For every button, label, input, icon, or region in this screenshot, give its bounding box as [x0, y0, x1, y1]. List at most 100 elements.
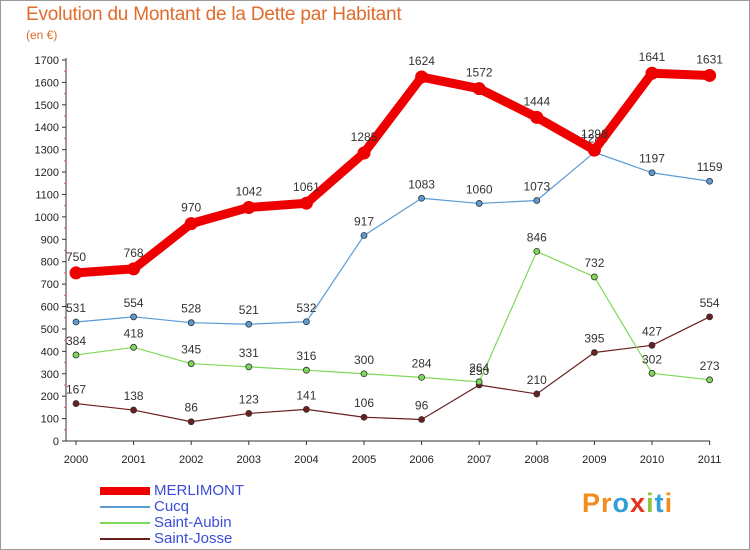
data-point [648, 369, 656, 377]
y-tick-label: 900 [41, 234, 59, 246]
data-label: 96 [415, 398, 429, 412]
data-point [242, 200, 256, 214]
data-point [706, 376, 713, 384]
data-point [591, 349, 598, 356]
x-tick-label: 2005 [352, 454, 376, 466]
x-tick-label: 2008 [525, 454, 549, 466]
data-label: 418 [124, 326, 144, 340]
data-label: 750 [66, 250, 86, 264]
x-tick-label: 2010 [640, 454, 664, 466]
data-point [299, 196, 313, 210]
series-line-cucq [75, 151, 711, 325]
data-point [706, 177, 713, 185]
data-label: 1159 [697, 160, 723, 174]
data-point [648, 169, 656, 177]
data-label: 123 [239, 392, 259, 406]
data-point [302, 405, 310, 413]
data-point [360, 370, 368, 378]
proxiti-logo: Proxiti [582, 488, 673, 519]
y-tick-label: 1600 [35, 77, 59, 89]
y-tick-label: 0 [53, 436, 59, 448]
data-label: 427 [642, 324, 662, 338]
data-label: 284 [412, 356, 432, 370]
y-tick-label: 100 [41, 414, 59, 426]
data-point [187, 418, 195, 426]
data-label: 1083 [408, 177, 435, 191]
data-point [72, 351, 80, 359]
data-point [127, 262, 141, 276]
data-point [645, 66, 659, 80]
data-label: 300 [354, 353, 374, 367]
legend-label-saint-josse: Saint-Josse [154, 530, 233, 547]
data-label: 210 [527, 373, 547, 387]
y-tick-label: 600 [41, 302, 59, 314]
data-point [245, 320, 253, 328]
data-point [130, 406, 138, 414]
data-point [475, 200, 483, 207]
y-tick-label: 1300 [35, 145, 59, 157]
data-label: 1444 [523, 94, 550, 108]
data-label: 384 [66, 334, 86, 348]
y-tick-label: 800 [41, 257, 59, 269]
data-point [533, 197, 541, 204]
data-point [587, 143, 601, 157]
x-tick-label: 2004 [294, 454, 318, 466]
data-point [530, 110, 544, 124]
data-label: 1073 [523, 180, 550, 194]
data-label: 1197 [639, 152, 665, 166]
data-point [418, 373, 426, 381]
data-point [187, 319, 195, 327]
data-label: 302 [642, 352, 662, 366]
data-point [72, 318, 80, 326]
legend-label-merlimont: MERLIMONT [154, 482, 244, 499]
data-point [648, 341, 656, 349]
chart-subtitle: (en €) [26, 28, 58, 42]
data-point [130, 313, 138, 321]
data-point [703, 68, 717, 82]
data-label: 1641 [639, 50, 666, 64]
data-label: 532 [296, 301, 316, 315]
y-tick-label: 300 [41, 369, 59, 381]
logo-letter: t [654, 488, 665, 518]
data-label: 1061 [293, 180, 320, 194]
x-tick-label: 2009 [582, 454, 606, 466]
data-point [245, 363, 253, 371]
data-label: 917 [354, 214, 374, 228]
data-label: 1631 [696, 52, 723, 66]
x-tick-label: 2006 [409, 454, 433, 466]
data-point [184, 217, 198, 231]
data-point [591, 273, 598, 281]
data-label: 395 [584, 331, 604, 345]
logo-letter: P [582, 488, 602, 518]
y-tick-label: 1200 [35, 167, 59, 179]
legend-swatch-saint-josse [100, 538, 150, 540]
data-label: 521 [239, 303, 259, 317]
data-label: 138 [124, 389, 144, 403]
series-line-saint-aubin [75, 250, 711, 383]
legend-label-cucq: Cucq [154, 498, 190, 515]
data-label: 86 [185, 401, 199, 415]
data-point [130, 343, 138, 351]
data-point [472, 82, 486, 96]
data-point [302, 318, 310, 326]
data-point [360, 232, 368, 239]
data-label: 554 [700, 296, 720, 310]
data-label: 846 [527, 230, 547, 244]
logo-letter: r [601, 488, 613, 518]
data-label: 1042 [235, 184, 262, 198]
data-label: 345 [181, 343, 201, 357]
data-label: 273 [700, 359, 720, 373]
data-label: 1572 [466, 66, 493, 80]
data-point [357, 146, 371, 160]
data-point [72, 400, 80, 407]
data-point [415, 70, 429, 84]
y-tick-label: 400 [41, 346, 59, 358]
logo-letter: i [664, 488, 674, 518]
x-tick-label: 2011 [698, 454, 722, 466]
series-line-merlimont [71, 68, 715, 278]
data-point [360, 413, 368, 421]
logo-letter: o [612, 488, 631, 518]
data-point [533, 390, 541, 398]
legend-swatch-merlimont [100, 487, 150, 495]
